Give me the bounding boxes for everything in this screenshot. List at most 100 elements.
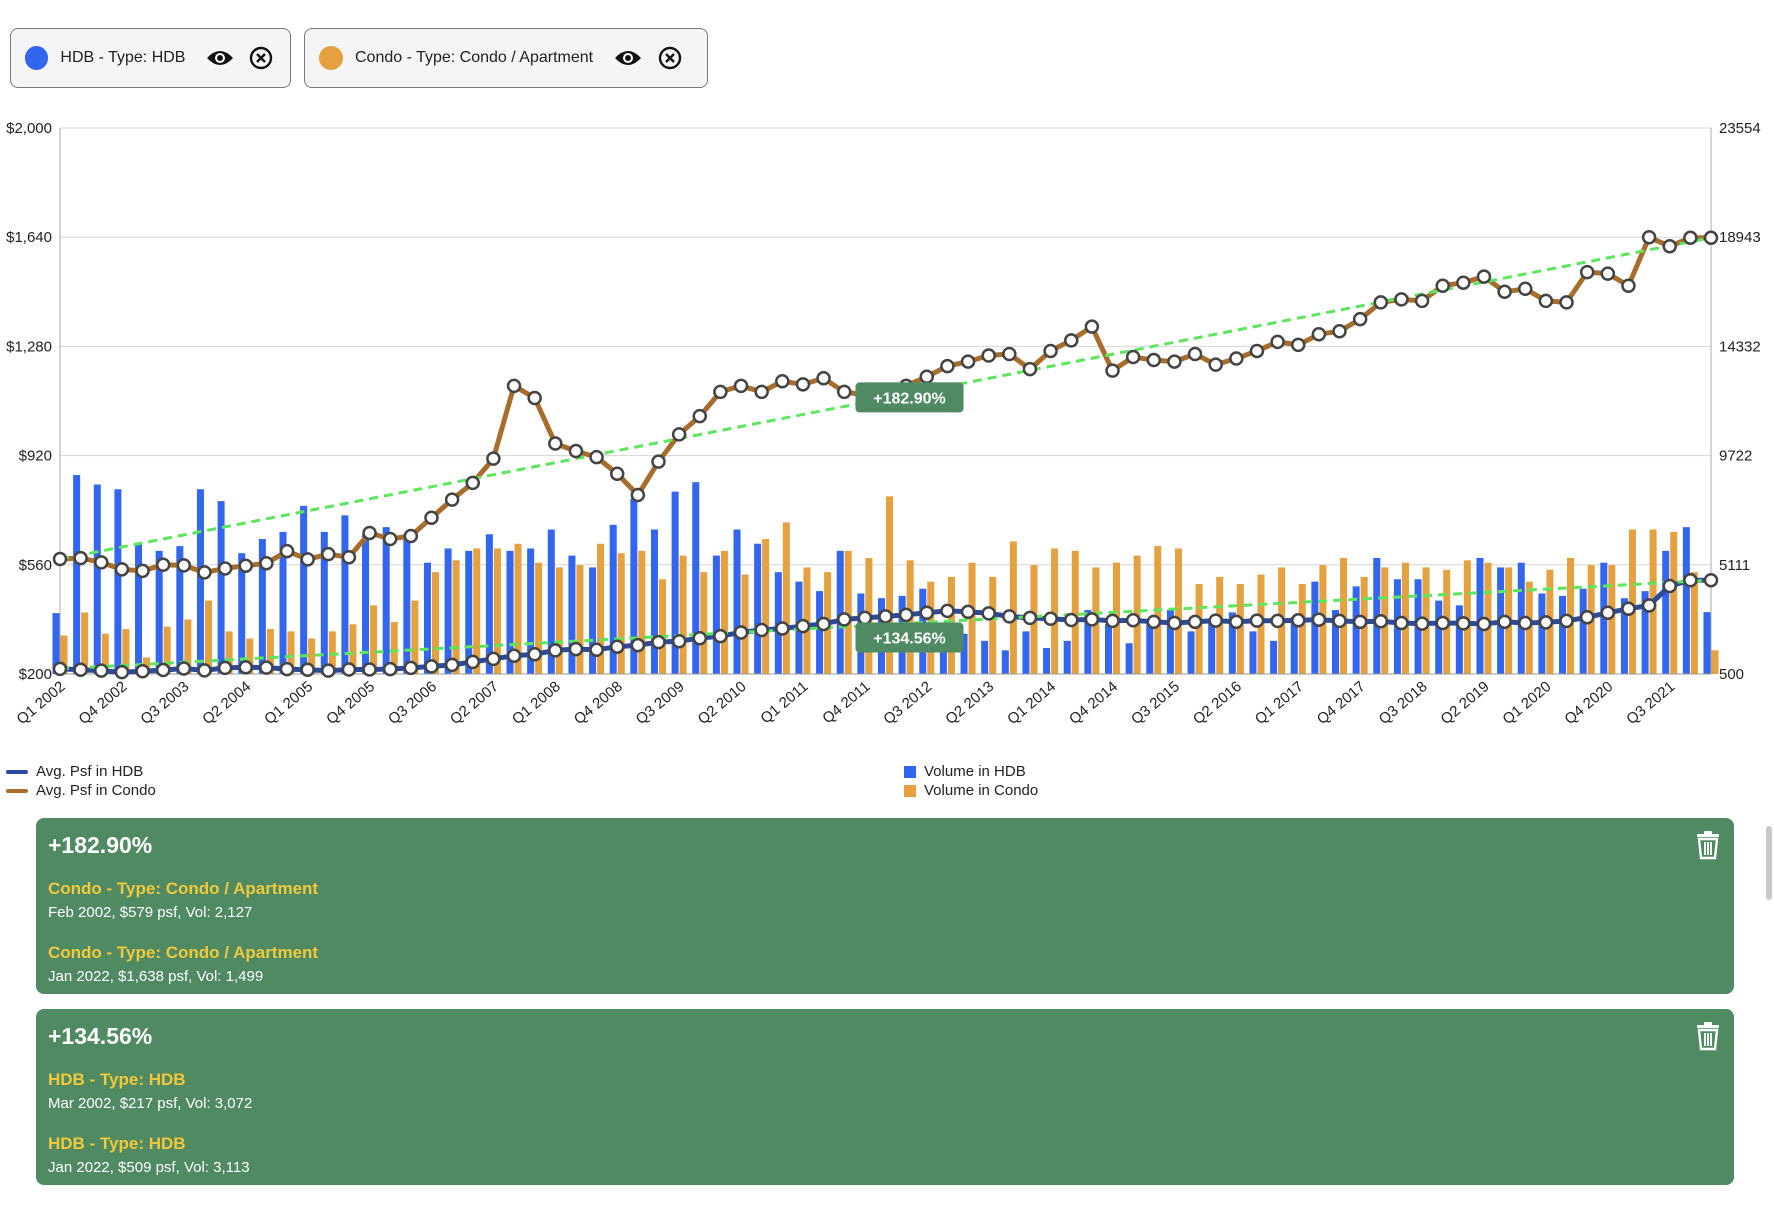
bar-volume-condo — [101, 633, 109, 674]
legend-swatch — [904, 784, 916, 797]
point-psf-condo — [1229, 351, 1244, 366]
x-tick-label: Q3 2003 — [137, 678, 192, 728]
bar-volume-hdb — [1703, 612, 1711, 674]
legend-item-hdb-volume[interactable]: Volume in HDB — [904, 762, 1038, 781]
series-chip-hdb[interactable]: HDB - Type: HDB — [10, 28, 291, 88]
legend-label: Avg. Psf in Condo — [36, 782, 156, 799]
eye-icon[interactable] — [205, 43, 234, 73]
trash-icon[interactable] — [1694, 830, 1722, 860]
point-psf-hdb — [155, 662, 171, 678]
bar-volume-condo — [1463, 560, 1471, 674]
point-psf-condo — [1270, 334, 1285, 350]
bar-volume-condo — [184, 619, 192, 674]
point-psf-condo — [444, 492, 460, 507]
bar-volume-hdb — [1559, 595, 1567, 674]
point-psf-condo — [548, 436, 563, 451]
point-psf-condo — [1352, 311, 1368, 327]
point-psf-condo — [1600, 266, 1616, 281]
bar-volume-hdb — [506, 550, 514, 674]
point-psf-condo — [1291, 337, 1306, 353]
point-psf-condo — [1579, 264, 1595, 280]
x-tick-label: Q2 2004 — [199, 678, 254, 728]
point-psf-hdb — [238, 660, 253, 675]
legend-item-condo-volume[interactable]: Volume in Condo — [904, 781, 1038, 800]
point-psf-hdb — [1229, 614, 1244, 630]
point-psf-condo — [671, 427, 687, 442]
y-right-tick-label: 23554 — [1719, 120, 1761, 137]
bar-volume-condo — [349, 624, 357, 674]
point-psf-condo — [1208, 357, 1223, 372]
comparison-card: +134.56% HDB - Type: HDB Mar 2002, $217 … — [36, 1009, 1734, 1185]
bar-volume-hdb — [754, 543, 762, 674]
point-psf-condo — [1559, 295, 1574, 310]
x-tick-label: Q3 2012 — [880, 678, 935, 728]
legend-left: Avg. Psf in HDB Avg. Psf in Condo — [6, 762, 156, 800]
point-psf-hdb — [176, 661, 192, 676]
bar-volume-hdb — [1249, 631, 1257, 674]
point-psf-hdb — [300, 662, 315, 678]
point-psf-condo — [795, 377, 811, 392]
end-series-name: Condo - Type: Condo / Apartment — [48, 943, 319, 962]
point-psf-hdb — [1022, 610, 1038, 626]
bar-volume-condo — [617, 553, 625, 674]
point-psf-hdb — [1043, 611, 1058, 627]
point-psf-condo — [1456, 275, 1471, 290]
bar-volume-hdb — [1538, 593, 1546, 674]
eye-icon[interactable] — [613, 43, 643, 73]
close-circle-icon[interactable] — [247, 43, 276, 73]
point-psf-hdb — [1435, 615, 1450, 631]
point-psf-hdb — [1002, 609, 1017, 624]
point-psf-condo — [1022, 361, 1038, 377]
bar-volume-condo — [1608, 565, 1616, 674]
point-psf-hdb — [217, 660, 233, 676]
point-psf-condo — [1125, 349, 1141, 365]
point-psf-hdb — [341, 662, 357, 677]
chart-svg: $200 $560 $920 $1,280 $1,640 $2,000 500 5111 972… — [6, 120, 1761, 728]
point-psf-condo — [1394, 292, 1409, 307]
legend-item-hdb-psf[interactable]: Avg. Psf in HDB — [6, 762, 156, 781]
point-psf-condo — [1311, 327, 1327, 342]
bar-volume-hdb — [485, 534, 493, 674]
close-circle-icon[interactable] — [655, 43, 685, 73]
end-point-detail: Jan 2022, $509 psf, Vol: 3,113 — [48, 1159, 250, 1176]
point-psf-condo — [651, 454, 666, 469]
scrollbar-thumb[interactable] — [1766, 826, 1772, 900]
legend-item-condo-psf[interactable]: Avg. Psf in Condo — [6, 781, 156, 800]
point-psf-condo — [1518, 281, 1533, 297]
x-tick-label: Q1 2002 — [14, 678, 69, 728]
x-tick-label: Q4 2005 — [323, 678, 378, 728]
bar-volume-hdb — [1455, 605, 1463, 674]
x-tick-label: Q1 2017 — [1252, 678, 1307, 728]
end-series-name: HDB - Type: HDB — [48, 1134, 186, 1153]
bar-volume-hdb — [217, 501, 225, 674]
y-right-tick-label: 18943 — [1719, 229, 1761, 246]
point-psf-condo — [692, 408, 708, 424]
point-psf-hdb — [424, 659, 439, 674]
point-psf-hdb — [527, 647, 542, 662]
bar-volume-hdb — [1228, 612, 1236, 674]
point-psf-condo — [960, 354, 976, 369]
bar-volume-condo — [1071, 550, 1079, 674]
point-psf-condo — [816, 371, 831, 386]
bar-volume-condo — [163, 626, 171, 674]
y-right-tick-label: 9722 — [1719, 448, 1752, 465]
point-psf-condo — [1167, 354, 1182, 369]
x-tick-label: Q2 2019 — [1438, 678, 1493, 728]
x-tick-label: Q1 2011 — [757, 678, 811, 727]
point-psf-hdb — [692, 630, 708, 646]
bar-volume-hdb — [465, 550, 473, 674]
point-psf-hdb — [321, 663, 336, 678]
point-psf-hdb — [279, 661, 295, 677]
legend-right: Volume in HDB Volume in Condo — [904, 762, 1038, 800]
trash-icon[interactable] — [1694, 1021, 1722, 1051]
x-tick-label: Q1 2005 — [261, 678, 316, 728]
point-psf-hdb — [1352, 614, 1368, 630]
point-psf-condo — [197, 565, 212, 580]
point-psf-condo — [775, 374, 790, 389]
bar-volume-hdb — [960, 633, 968, 674]
point-psf-condo — [1187, 346, 1203, 362]
point-psf-hdb — [651, 634, 666, 650]
series-chip-condo[interactable]: Condo - Type: Condo / Apartment — [304, 28, 708, 88]
point-psf-condo — [300, 552, 315, 567]
point-psf-condo — [589, 449, 604, 465]
